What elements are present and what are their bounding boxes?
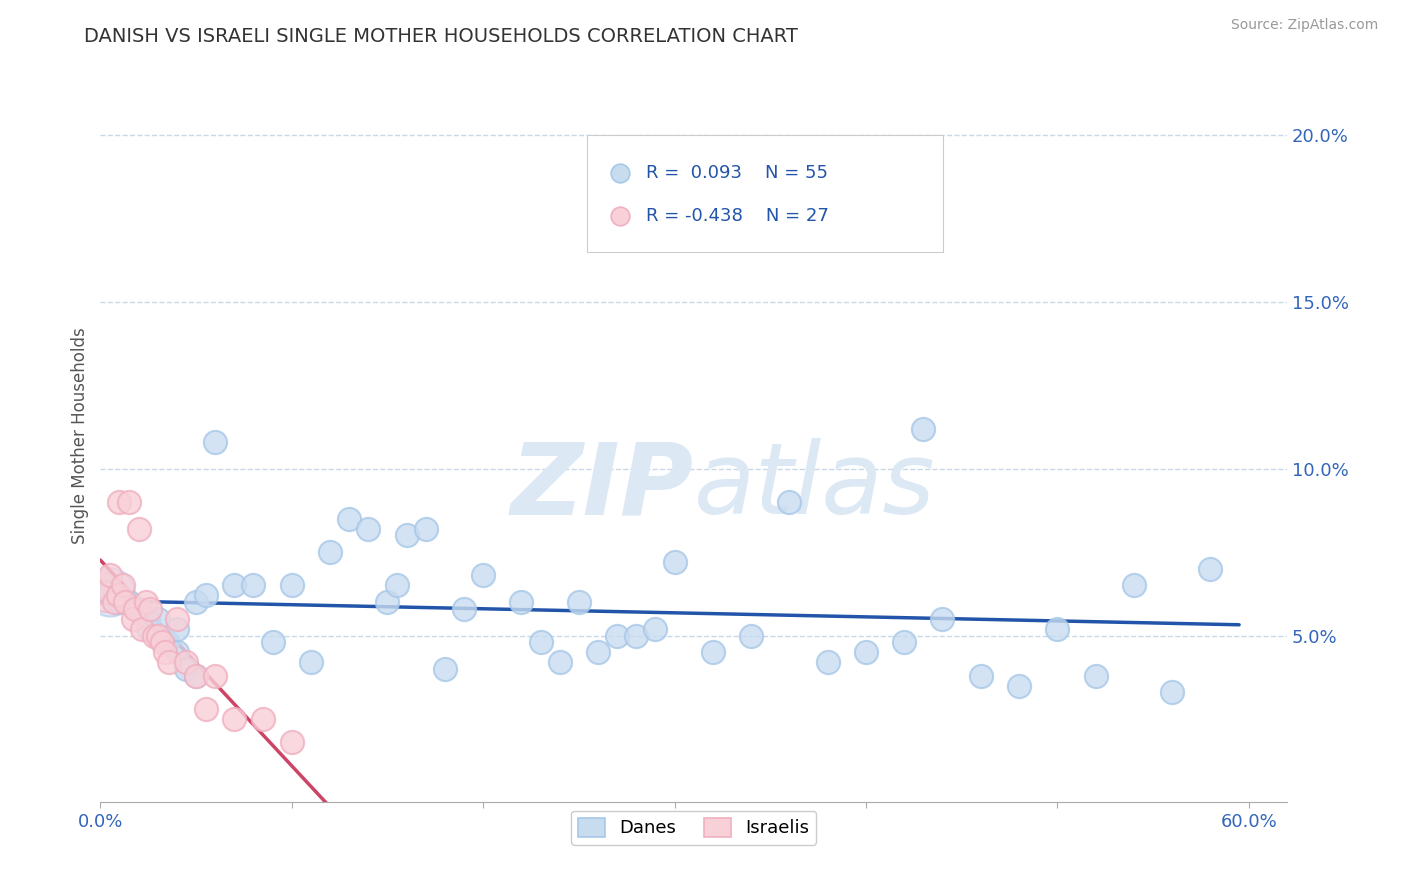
Point xyxy=(108,495,131,509)
Point xyxy=(146,628,169,642)
Point xyxy=(912,422,935,436)
Point xyxy=(176,655,198,669)
Point xyxy=(568,595,591,609)
Point xyxy=(98,585,121,599)
Legend: Danes, Israelis: Danes, Israelis xyxy=(571,811,817,845)
Point xyxy=(146,628,169,642)
Point xyxy=(156,635,179,649)
Point xyxy=(131,622,153,636)
Point xyxy=(626,628,648,642)
Point xyxy=(184,668,207,682)
Point xyxy=(242,578,264,592)
Point xyxy=(176,662,198,676)
Point xyxy=(184,668,207,682)
Point xyxy=(778,495,800,509)
Text: R = -0.438    N = 27: R = -0.438 N = 27 xyxy=(647,207,830,225)
Point xyxy=(319,545,342,559)
Point xyxy=(139,602,162,616)
Point xyxy=(377,595,399,609)
Point xyxy=(415,522,437,536)
Point xyxy=(606,628,628,642)
Point xyxy=(204,435,226,450)
Point xyxy=(150,635,173,649)
Point xyxy=(472,568,495,582)
Point xyxy=(224,712,246,726)
Point xyxy=(146,612,169,626)
Point xyxy=(548,655,571,669)
Point xyxy=(1084,668,1107,682)
Point xyxy=(817,655,839,669)
Point xyxy=(136,622,159,636)
Point xyxy=(166,645,188,659)
Point xyxy=(702,645,724,659)
Point xyxy=(128,522,150,536)
Point xyxy=(252,712,274,726)
Point xyxy=(128,602,150,616)
Point xyxy=(510,595,533,609)
Point xyxy=(107,589,129,603)
Point xyxy=(124,602,146,616)
FancyBboxPatch shape xyxy=(586,135,943,252)
Point xyxy=(112,578,135,592)
Point xyxy=(194,589,217,603)
Text: ZIP: ZIP xyxy=(510,438,693,535)
Point xyxy=(1199,562,1222,576)
Text: DANISH VS ISRAELI SINGLE MOTHER HOUSEHOLDS CORRELATION CHART: DANISH VS ISRAELI SINGLE MOTHER HOUSEHOL… xyxy=(84,27,799,45)
Point xyxy=(664,555,686,569)
Point xyxy=(114,595,136,609)
Point xyxy=(433,662,456,676)
Text: R =  0.093    N = 55: R = 0.093 N = 55 xyxy=(647,164,828,182)
Point xyxy=(262,635,284,649)
Point xyxy=(1008,679,1031,693)
Point xyxy=(453,602,475,616)
Point xyxy=(280,578,302,592)
Point xyxy=(166,622,188,636)
Point xyxy=(224,578,246,592)
Point xyxy=(644,622,666,636)
Point xyxy=(299,655,322,669)
Point xyxy=(204,668,226,682)
Point xyxy=(108,595,131,609)
Point xyxy=(94,585,117,599)
Point xyxy=(337,512,360,526)
Point xyxy=(98,568,121,582)
Y-axis label: Single Mother Households: Single Mother Households xyxy=(72,327,89,544)
Point xyxy=(931,612,953,626)
Point xyxy=(103,595,125,609)
Point xyxy=(740,628,762,642)
Point xyxy=(194,702,217,716)
Point xyxy=(157,655,180,669)
Point xyxy=(155,645,177,659)
Point xyxy=(586,645,609,659)
Point xyxy=(184,595,207,609)
Point xyxy=(357,522,380,536)
Point xyxy=(1161,685,1184,699)
Point xyxy=(118,495,141,509)
Point xyxy=(93,585,115,599)
Point xyxy=(395,528,418,542)
Text: atlas: atlas xyxy=(693,438,935,535)
Point xyxy=(280,735,302,749)
Point xyxy=(970,668,993,682)
Point xyxy=(118,595,141,609)
Point xyxy=(122,612,145,626)
Point xyxy=(142,628,165,642)
Point xyxy=(136,612,159,626)
Point xyxy=(1122,578,1144,592)
Point xyxy=(98,585,121,599)
Point xyxy=(529,635,551,649)
Point xyxy=(855,645,877,659)
Point xyxy=(166,612,188,626)
Point xyxy=(385,578,408,592)
Text: Source: ZipAtlas.com: Source: ZipAtlas.com xyxy=(1230,18,1378,32)
Point xyxy=(135,595,157,609)
Point xyxy=(1046,622,1069,636)
Point xyxy=(893,635,915,649)
